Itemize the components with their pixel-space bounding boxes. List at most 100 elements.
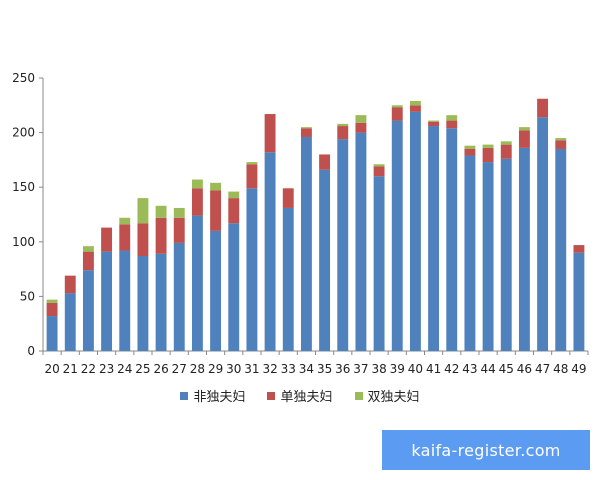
bar-segment (555, 140, 567, 149)
bar-segment (573, 245, 585, 253)
bar-segment (409, 105, 421, 112)
bar-segment (300, 136, 312, 351)
bar-segment (119, 217, 131, 225)
legend-label-series-2: 单独夫妇 (280, 390, 333, 405)
x-tick-label: 48 (553, 362, 568, 376)
bar-segment (446, 128, 458, 351)
x-tick-label: 20 (44, 362, 59, 376)
x-tick-label: 44 (480, 362, 495, 376)
bar-segment (282, 188, 294, 208)
bar-segment (573, 252, 585, 351)
x-tick-label: 32 (262, 362, 277, 376)
bar-segment (373, 166, 385, 177)
y-tick-label: 200 (12, 126, 35, 140)
bar-segment (446, 115, 458, 121)
bar-segment (64, 275, 76, 294)
bar-segment (537, 98, 549, 118)
bar-segment (409, 100, 421, 106)
x-tick-label: 42 (444, 362, 459, 376)
x-tick-label: 33 (281, 362, 296, 376)
bar-segment (46, 299, 58, 303)
bar-segment (482, 147, 494, 163)
x-tick-label: 39 (390, 362, 405, 376)
bar-segment (191, 215, 203, 351)
bar-segment (264, 152, 276, 351)
bar-segment (101, 251, 113, 351)
bar-segment (391, 107, 403, 121)
legend: 非独夫妇 单独夫妇 双独夫妇 (0, 386, 600, 405)
legend-swatch-series-2 (267, 391, 276, 400)
bar-segment (300, 127, 312, 129)
bar-segment (282, 207, 294, 351)
x-tick-label: 25 (135, 362, 150, 376)
bar-segment (518, 147, 530, 351)
bar-segment (337, 126, 349, 140)
y-tick-label: 150 (12, 180, 35, 194)
bar-segment (46, 316, 58, 351)
x-tick-label: 31 (244, 362, 259, 376)
bar-segment (373, 176, 385, 351)
x-tick-label: 29 (208, 362, 223, 376)
bar-segment (500, 141, 512, 145)
bar-segment (500, 144, 512, 159)
x-tick-label: 30 (226, 362, 241, 376)
x-tick-label: 41 (426, 362, 441, 376)
y-tick-label: 100 (12, 235, 35, 249)
bar-segment (391, 120, 403, 351)
bar-segment (464, 148, 476, 156)
x-tick-label: 37 (353, 362, 368, 376)
bar-segment (101, 227, 113, 252)
bar-segment (264, 114, 276, 153)
legend-swatch-series-3 (354, 391, 363, 400)
bar-segment (391, 105, 403, 108)
bar-segment (319, 154, 331, 170)
legend-label-series-3: 双独夫妇 (367, 390, 420, 405)
bar-segment (246, 188, 258, 351)
bar-segment (64, 293, 76, 351)
bar-segment (82, 246, 94, 252)
bar-segment (464, 145, 476, 149)
x-tick-label: 34 (299, 362, 314, 376)
bar-segment (210, 182, 222, 191)
bar-segment (228, 191, 240, 199)
x-tick-label: 38 (371, 362, 386, 376)
x-tick-label: 46 (517, 362, 532, 376)
bar-segment (355, 122, 367, 133)
bar-segment (464, 155, 476, 351)
watermark-badge: kaifa-register.com (382, 430, 590, 470)
bar-segment (155, 253, 167, 351)
bar-segment (228, 223, 240, 351)
bar-segment (482, 144, 494, 148)
bar-segment (355, 115, 367, 123)
bar-segment (82, 270, 94, 351)
bar-segment (137, 255, 149, 351)
x-tick-label: 43 (462, 362, 477, 376)
y-tick-label: 0 (27, 344, 35, 358)
legend-label-series-1: 非独夫妇 (193, 390, 246, 405)
bar-segment (191, 188, 203, 216)
x-tick-label: 35 (317, 362, 332, 376)
bar-segment (173, 207, 185, 218)
bar-segment (537, 117, 549, 351)
bar-segment (500, 158, 512, 351)
bar-segment (155, 217, 167, 254)
bar-segment (337, 139, 349, 351)
bar-segment (518, 127, 530, 131)
x-tick-label: 40 (408, 362, 423, 376)
bar-segment (428, 120, 440, 122)
bar-segment (46, 302, 58, 317)
legend-item-series-1: 非独夫妇 (180, 386, 245, 405)
bar-segment (409, 111, 421, 352)
bar-segment (555, 138, 567, 141)
x-tick-label: 26 (153, 362, 168, 376)
bar-segment (173, 217, 185, 243)
y-tick-label: 250 (12, 71, 35, 85)
x-tick-label: 36 (335, 362, 350, 376)
bar-segment (337, 123, 349, 127)
bar-segment (210, 190, 222, 231)
bar-segment (119, 250, 131, 351)
bar-segment (155, 205, 167, 218)
bar-segment (191, 179, 203, 189)
